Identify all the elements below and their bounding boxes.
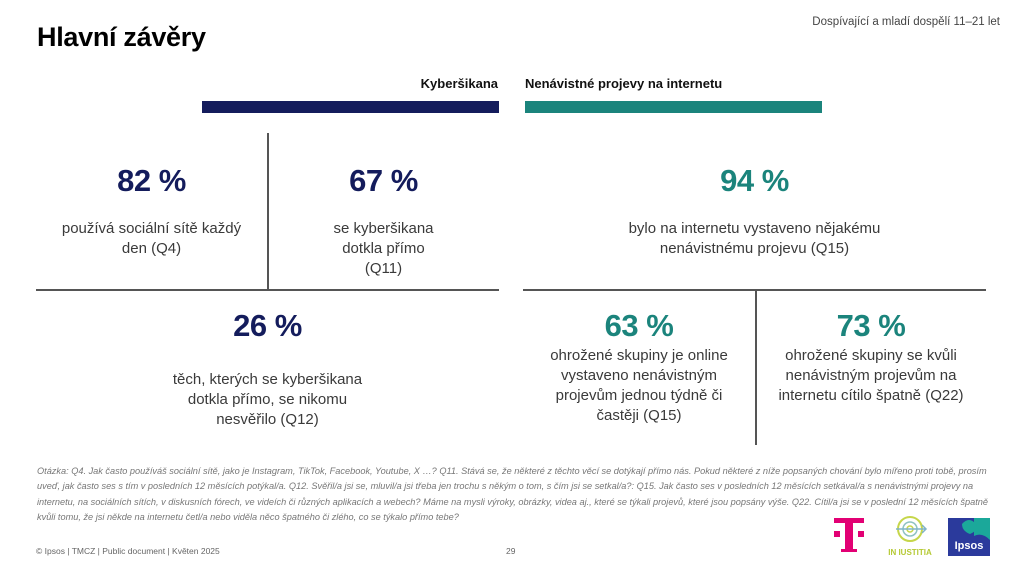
divider-horizontal-left: [36, 289, 499, 291]
stat-description: bylo na internetu vystaveno nějakému nen…: [628, 220, 881, 257]
stat-cyber-direct: 67 % se kyberšikana dotkla přímo (Q11): [268, 163, 499, 279]
stat-social-daily: 82 % používá sociální sítě každý den (Q4…: [36, 163, 267, 259]
footnote: Otázka: Q4. Jak často používáš sociální …: [37, 466, 989, 522]
section-bar-hate-speech: [525, 101, 822, 113]
section-label-cyberbullying: Kyberšikana: [420, 76, 498, 91]
stat-value: 73 %: [836, 308, 906, 343]
stat-description: používá sociální sítě každý den (Q4): [61, 220, 242, 257]
section-bar-cyberbullying: [202, 101, 499, 113]
iniustitia-logo-text: IN IUSTITIA: [888, 548, 932, 557]
telekom-logo: [834, 518, 864, 552]
divider-vertical-left: [267, 133, 269, 289]
ipsos-logo-text: Ipsos: [955, 540, 984, 552]
ipsos-logo: Ipsos: [948, 518, 990, 556]
stat-value: 63 %: [604, 308, 674, 343]
stat-cyber-no-confide: 26 % těch, kterých se kyberšikana dotkla…: [36, 308, 499, 430]
divider-vertical-right: [755, 289, 757, 445]
page-title: Hlavní závěry: [37, 22, 206, 52]
stat-description: těch, kterých se kyberšikana dotkla přím…: [172, 371, 363, 428]
stat-description: ohrožené skupiny je online vystaveno nen…: [550, 347, 728, 424]
stat-hate-exposed: 94 % bylo na internetu vystaveno nějakém…: [523, 163, 986, 259]
stat-description: ohrožené skupiny se kvůli nenávistným pr…: [778, 347, 964, 404]
stat-value: 82 %: [117, 163, 186, 198]
stat-value: 67 %: [349, 163, 418, 198]
stat-description: se kyberšikana dotkla přímo (Q11): [333, 220, 434, 277]
stat-hate-weekly: 63 % ohrožené skupiny je online vystaven…: [523, 308, 755, 426]
stat-value: 94 %: [720, 163, 789, 198]
section-label-hate-speech: Nenávistné projevy na internetu: [525, 76, 723, 91]
audience-label: Dospívající a mladí dospělí 11–21 let: [812, 16, 1000, 28]
stat-value: 26 %: [233, 308, 302, 343]
divider-horizontal-right: [523, 289, 986, 291]
iniustitia-logo: IN IUSTITIA: [882, 514, 938, 558]
page-number: 29: [506, 546, 516, 556]
stat-hate-felt-bad: 73 % ohrožené skupiny se kvůli nenávistn…: [756, 308, 986, 406]
footer-credits: © Ipsos | TMCZ | Public document | Květe…: [36, 546, 220, 556]
